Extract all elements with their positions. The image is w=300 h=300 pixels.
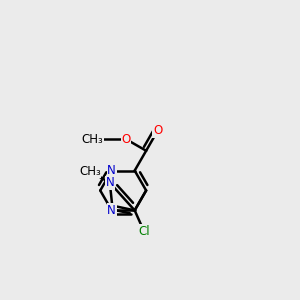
Text: N: N — [107, 164, 116, 177]
Text: O: O — [122, 133, 131, 146]
Text: O: O — [153, 124, 162, 137]
Text: Cl: Cl — [138, 225, 150, 238]
Text: N: N — [105, 176, 114, 189]
Text: CH₃: CH₃ — [79, 165, 101, 178]
Text: CH₃: CH₃ — [82, 133, 103, 146]
Text: N: N — [107, 204, 116, 217]
